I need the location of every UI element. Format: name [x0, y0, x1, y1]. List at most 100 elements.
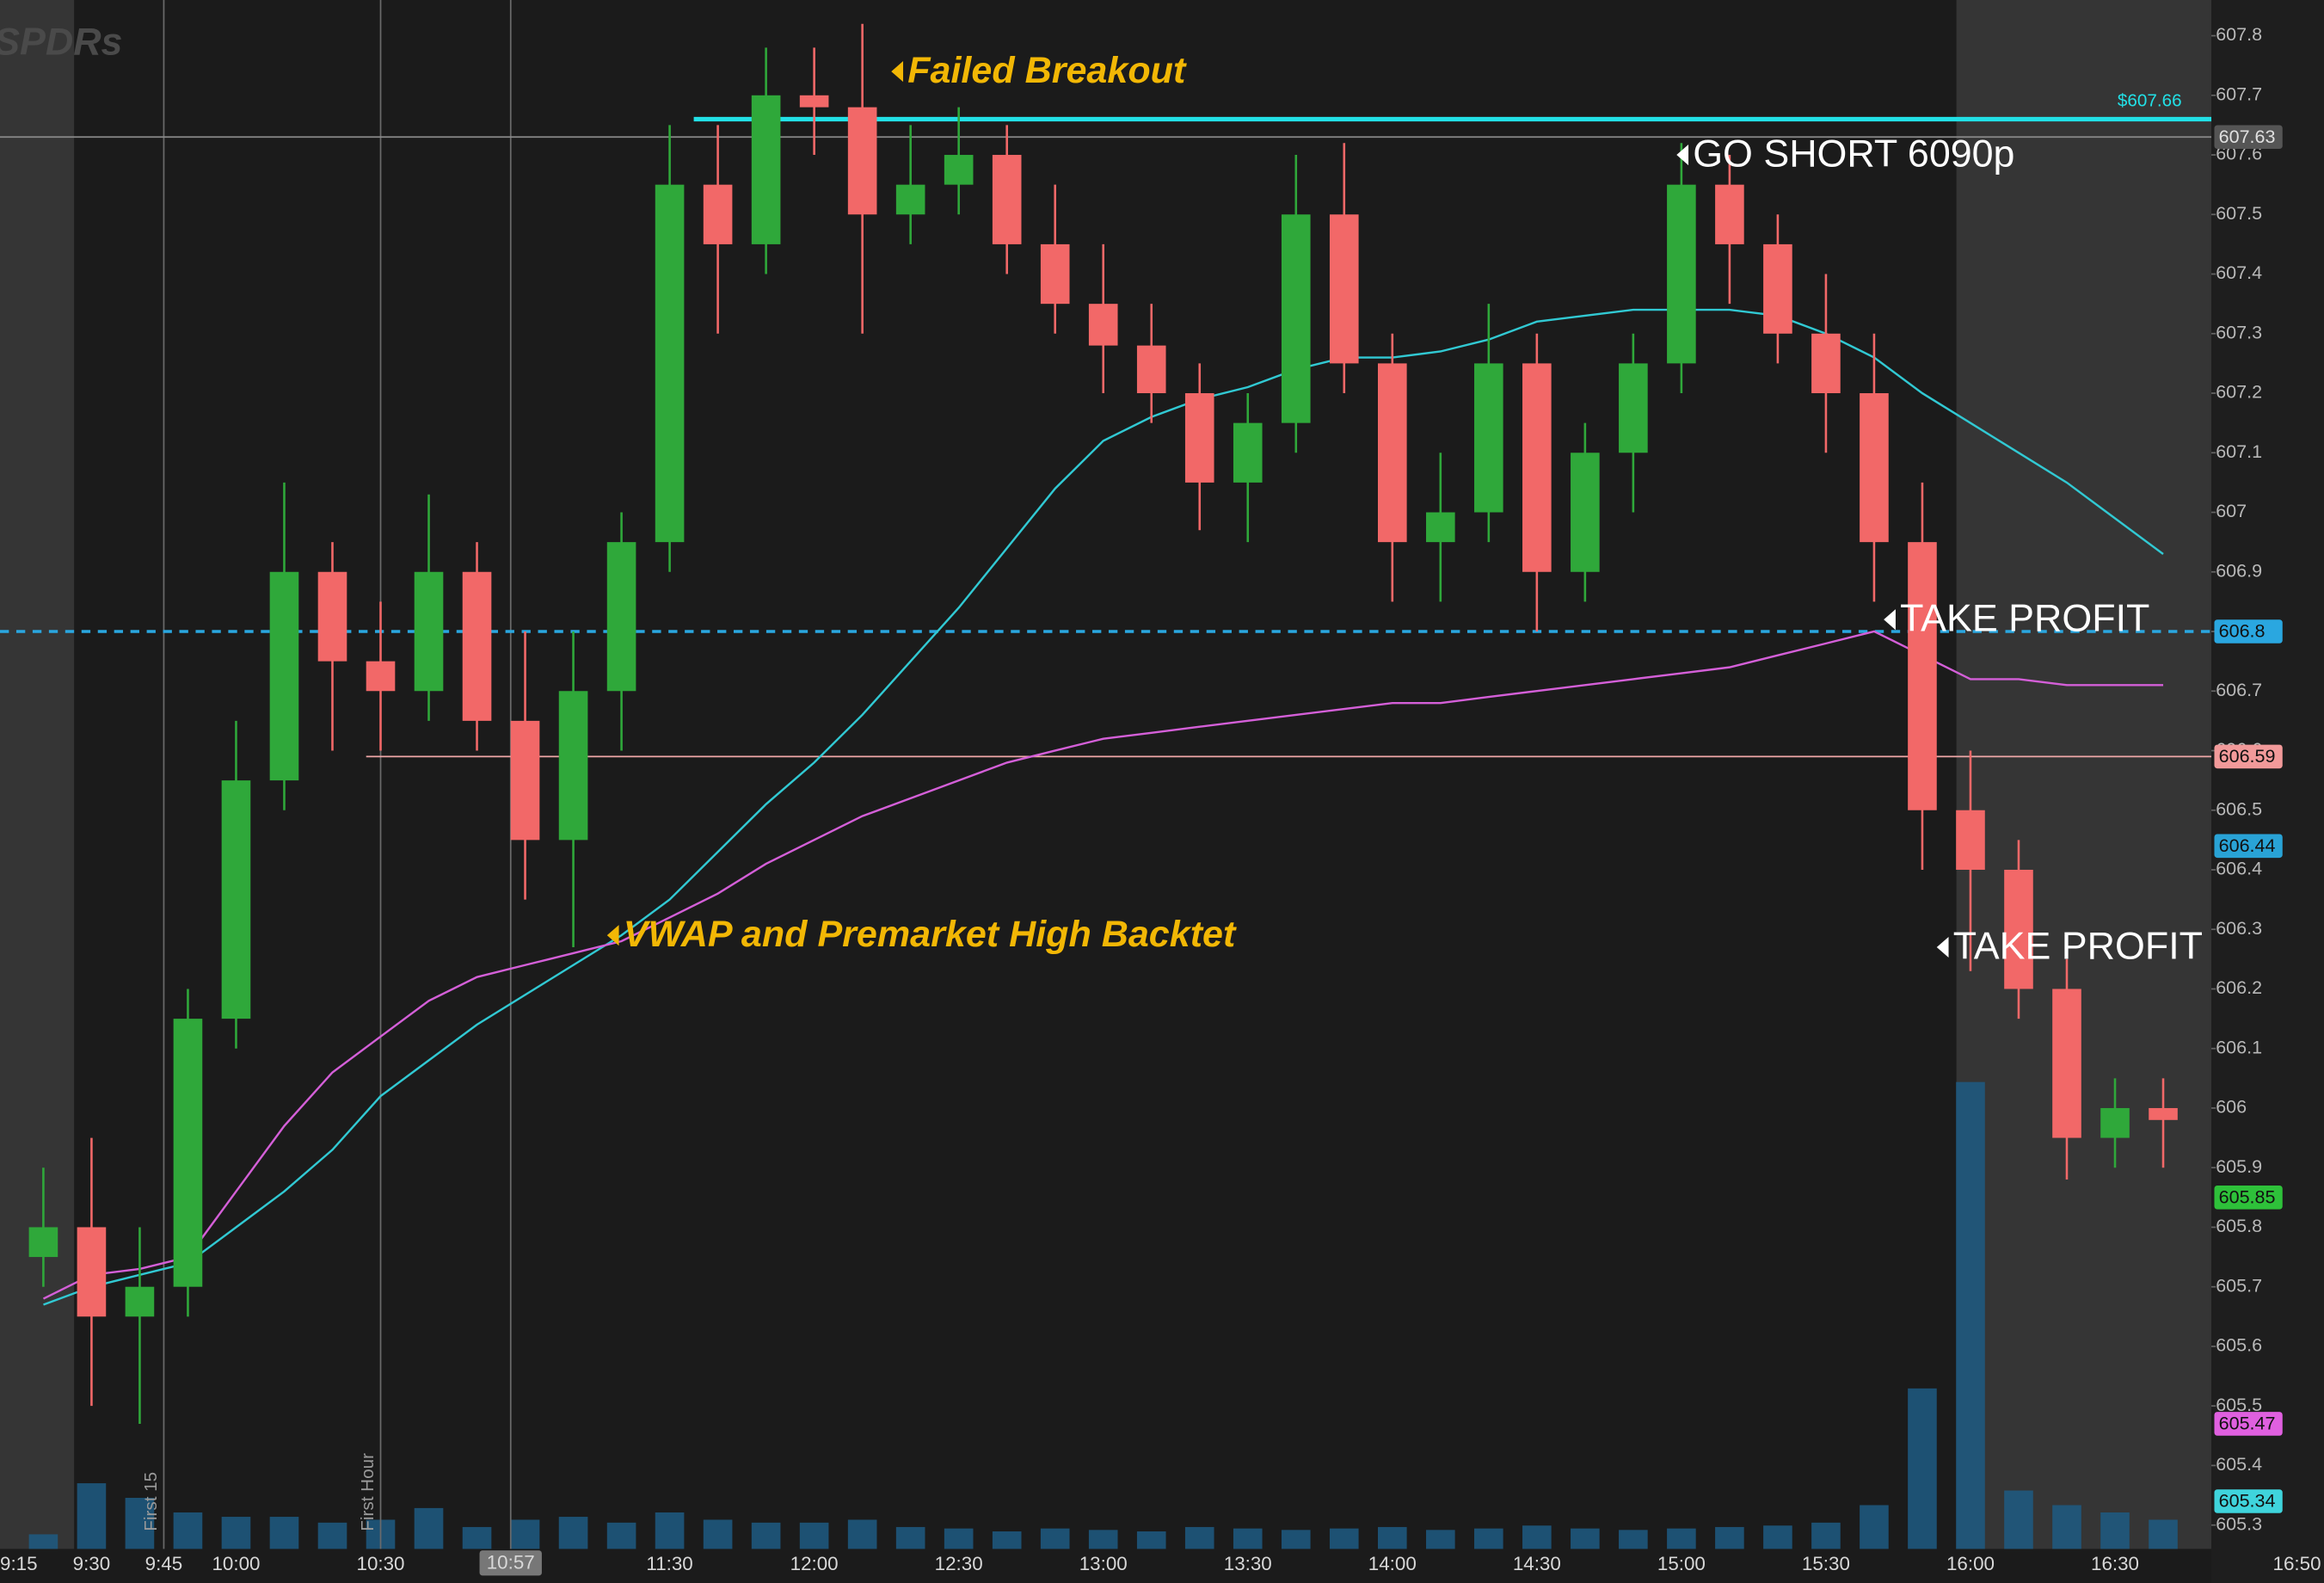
x-tick-label: 11:30 [646, 1553, 692, 1574]
price-badge-label: 606.44 [2219, 835, 2276, 856]
candle-body [1908, 542, 1937, 810]
price-badge-label: 605.34 [2219, 1491, 2276, 1512]
candle-body [1184, 393, 1214, 483]
indicator-line [42, 630, 2164, 1300]
y-tick-label: 605.6 [2216, 1335, 2262, 1356]
cursor-time-label: 10:57 [487, 1552, 535, 1574]
candle-body [2100, 1107, 2130, 1138]
candle-body [944, 155, 974, 185]
volume-bar [2100, 1512, 2130, 1549]
volume-bar [606, 1522, 636, 1549]
y-tick-label: 606.4 [2216, 859, 2262, 879]
y-tick-label: 606.9 [2216, 560, 2262, 581]
volume-bar [173, 1512, 203, 1549]
volume-bar [1377, 1526, 1407, 1549]
candle-body [1233, 422, 1263, 483]
x-tick-label: 10:30 [357, 1553, 405, 1574]
price-level-label: $607.66 [2118, 90, 2182, 110]
candle-body [1667, 184, 1696, 364]
annotation-pointer [1884, 609, 1896, 631]
volume-bar [125, 1498, 155, 1549]
x-tick-label: 12:30 [935, 1553, 983, 1574]
volume-bar [895, 1526, 925, 1549]
y-tick-label: 605.3 [2216, 1513, 2262, 1534]
candle-body [655, 184, 685, 543]
candle-body [847, 107, 877, 215]
annotation-text: TAKE PROFIT [1953, 925, 2203, 968]
volume-bar [1426, 1530, 1455, 1549]
annotation-pointer [891, 61, 904, 83]
candle-body [510, 720, 540, 841]
volume-bar [1088, 1530, 1118, 1549]
price-badge [2214, 1186, 2283, 1210]
candle-body [1763, 243, 1792, 334]
volume-bar [221, 1517, 251, 1549]
candle-body [799, 95, 829, 108]
x-tick-label: 13:30 [1224, 1553, 1272, 1574]
volume-bar [558, 1517, 588, 1549]
volume-bar [799, 1522, 829, 1549]
price-badge-label: 607.63 [2219, 126, 2276, 147]
y-tick-label: 607.1 [2216, 441, 2262, 462]
annotation-pointer [606, 925, 619, 946]
y-tick-label: 606.5 [2216, 798, 2262, 819]
candle-body [462, 571, 492, 721]
volume-bar [1184, 1526, 1214, 1549]
volume-bar [1811, 1522, 1841, 1549]
candle-body [2052, 989, 2081, 1138]
x-tick-label: 15:00 [1657, 1553, 1706, 1574]
volume-bar [992, 1531, 1022, 1549]
volume-bar [1571, 1528, 1600, 1549]
volume-bar [944, 1528, 974, 1549]
price-axis-area [2211, 0, 2324, 1583]
volume-bar [2052, 1505, 2081, 1549]
volume-bar [1281, 1530, 1311, 1549]
y-tick-label: 606.7 [2216, 680, 2262, 700]
cursor-time-box [479, 1550, 542, 1576]
candle-body [269, 571, 299, 781]
afterhours-shade [1956, 0, 2212, 1549]
annotation-pointer [1676, 144, 1689, 166]
premarket-shade [0, 0, 75, 1549]
price-badge-label: 605.47 [2219, 1414, 2276, 1434]
candle-body [703, 184, 733, 244]
candle-body [895, 184, 925, 215]
annotation-text: GO SHORT 6090p [1693, 132, 2014, 176]
x-tick-label: 9:15 [0, 1553, 38, 1574]
y-tick-label: 607.8 [2216, 24, 2262, 45]
y-tick-label: 607.3 [2216, 322, 2262, 342]
x-tick-label: 13:00 [1079, 1553, 1128, 1574]
x-tick-label: 9:45 [145, 1553, 183, 1574]
volume-bar [462, 1526, 492, 1549]
x-tick-label: 10:00 [212, 1553, 260, 1574]
x-tick-label: 14:00 [1368, 1553, 1417, 1574]
y-tick-label: 607.4 [2216, 262, 2262, 283]
x-tick-label: 16:30 [2091, 1553, 2139, 1574]
y-tick-label: 607 [2216, 501, 2247, 521]
candle-body [173, 1019, 203, 1287]
candle-body [414, 571, 444, 692]
price-badge [2214, 619, 2283, 644]
volume-bar [751, 1522, 781, 1549]
volume-bar [1667, 1528, 1696, 1549]
candle-body [1281, 214, 1311, 423]
volume-bar [269, 1517, 299, 1549]
candle-body [1619, 363, 1648, 453]
candle-body [2149, 1107, 2178, 1120]
y-tick-label: 606 [2216, 1097, 2247, 1118]
x-tick-label: 14:30 [1513, 1553, 1561, 1574]
volume-bar [1522, 1525, 1552, 1549]
candle-body [125, 1286, 155, 1317]
volume-bar [1715, 1526, 1744, 1549]
y-tick-label: 606.1 [2216, 1037, 2262, 1057]
volume-bar [1860, 1505, 1889, 1549]
volume-bar [2149, 1519, 2178, 1549]
candle-body [1522, 363, 1552, 572]
x-tick-label: 16:50 [2273, 1553, 2321, 1574]
y-tick-label: 607.5 [2216, 203, 2262, 224]
y-tick-label: 605.9 [2216, 1156, 2262, 1177]
candle-body [1860, 393, 1889, 543]
price-badge [2214, 1412, 2283, 1436]
annotation-text: TAKE PROFIT [1900, 597, 2149, 640]
